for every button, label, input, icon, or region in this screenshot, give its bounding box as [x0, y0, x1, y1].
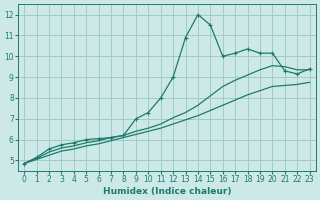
- X-axis label: Humidex (Indice chaleur): Humidex (Indice chaleur): [103, 187, 231, 196]
